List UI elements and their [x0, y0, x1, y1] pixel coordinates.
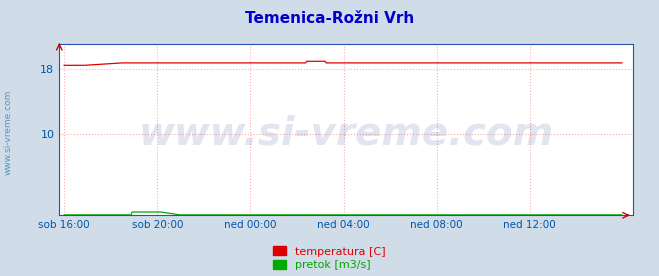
Text: www.si-vreme.com: www.si-vreme.com — [4, 90, 13, 175]
Legend: temperatura [C], pretok [m3/s]: temperatura [C], pretok [m3/s] — [273, 246, 386, 270]
Text: www.si-vreme.com: www.si-vreme.com — [138, 114, 554, 152]
Text: Temenica-Rožni Vrh: Temenica-Rožni Vrh — [245, 11, 414, 26]
